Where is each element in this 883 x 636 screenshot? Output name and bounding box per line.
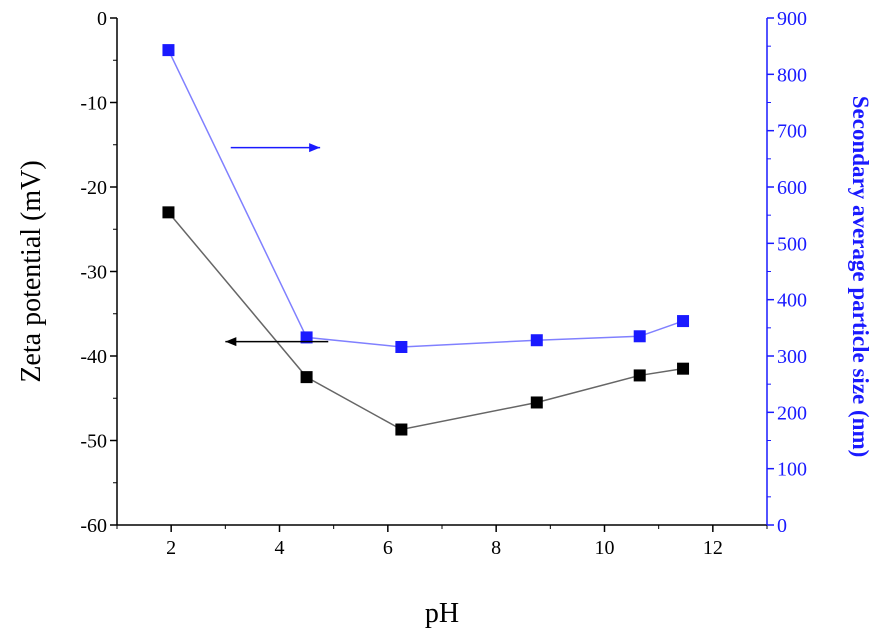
data-point-right [300, 331, 313, 344]
data-point-left [395, 423, 408, 436]
y-left-tick-label: -50 [80, 431, 107, 453]
x-tick-label: 2 [166, 537, 176, 559]
data-point-left [162, 206, 175, 219]
data-point-left [300, 371, 313, 384]
y-right-tick-label: 600 [777, 177, 807, 199]
y-left-tick-label: -10 [80, 93, 107, 115]
y-left-tick-label: -40 [80, 346, 107, 368]
y-right-tick-label: 800 [777, 64, 807, 86]
data-point-right [633, 330, 646, 343]
x-tick-label: 10 [595, 537, 615, 559]
x-axis-title: pH [425, 598, 459, 629]
y-right-tick-label: 900 [777, 8, 807, 30]
y-right-tick-label: 0 [777, 515, 787, 537]
y-right-tick-label: 400 [777, 290, 807, 312]
y-left-tick-label: -60 [80, 515, 107, 537]
x-tick-label: 6 [383, 537, 393, 559]
y-right-tick-label: 700 [777, 121, 807, 143]
data-point-right [530, 334, 543, 347]
data-point-right [162, 44, 175, 57]
y-right-tick-label: 100 [777, 459, 807, 481]
series-line-left [167, 211, 684, 431]
series-line-right [167, 49, 684, 348]
y-right-tick-label: 300 [777, 346, 807, 368]
data-point-left [677, 362, 690, 375]
y-left-tick-label: 0 [97, 8, 107, 30]
x-tick-label: 4 [275, 537, 285, 559]
y-left-tick-label: -20 [80, 177, 107, 199]
data-point-left [530, 396, 543, 409]
annotation-arrow-head [225, 337, 237, 347]
y-axis-left-title: Zeta potential (mV) [16, 160, 47, 382]
y-axis-right-title: Secondary average particle size (nm) [848, 96, 873, 458]
y-right-tick-label: 200 [777, 402, 807, 424]
annotation-arrow-head [309, 143, 321, 153]
data-point-right [395, 340, 408, 353]
x-tick-label: 12 [703, 537, 723, 559]
x-tick-label: 8 [491, 537, 501, 559]
y-left-tick-label: -30 [80, 262, 107, 284]
data-point-right [677, 315, 690, 328]
plot-area: 2 4 6 8 10 12 0 -10 -20 -30 -40 -50 -60 0 100 200 300 400… [80, 8, 807, 559]
data-point-left [633, 369, 646, 382]
y-right-tick-label: 500 [777, 233, 807, 255]
